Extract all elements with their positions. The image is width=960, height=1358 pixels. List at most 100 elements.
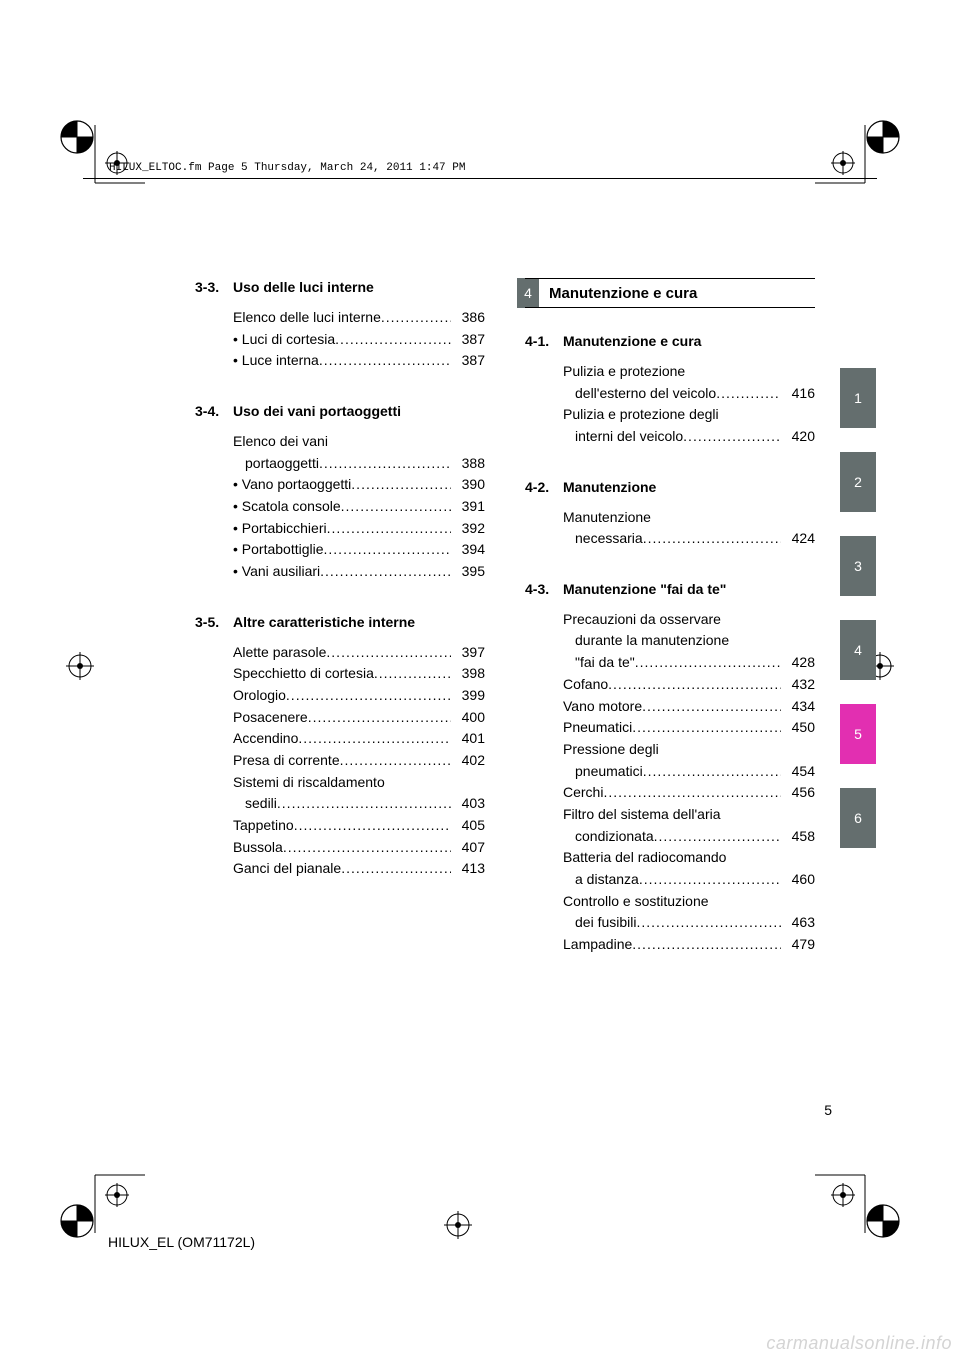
toc-entry-label: • Portabottiglie bbox=[233, 539, 324, 561]
toc-leader-dots bbox=[716, 383, 781, 405]
toc-entry: Cofano 432 bbox=[525, 674, 815, 696]
toc-entry-label: Accendino bbox=[233, 728, 298, 750]
toc-entry-label: necessaria bbox=[575, 528, 643, 550]
toc-entry: Presa di corrente402 bbox=[195, 750, 485, 772]
toc-entry-label: Presa di corrente bbox=[233, 750, 340, 772]
toc-entry-page: 460 bbox=[781, 869, 815, 891]
toc-leader-dots bbox=[286, 685, 451, 707]
toc-section-title: Uso dei vani portaoggetti bbox=[233, 402, 485, 421]
toc-entry-page: 398 bbox=[451, 663, 485, 685]
toc-entry: Posacenere 400 bbox=[195, 707, 485, 729]
toc-entry-label: Cerchi bbox=[563, 782, 603, 804]
toc-leader-dots bbox=[326, 642, 451, 664]
toc-leader-dots bbox=[320, 561, 451, 583]
toc-entry: • Vano portaoggetti390 bbox=[195, 474, 485, 496]
toc-entry: interni del veicolo 420 bbox=[525, 426, 815, 448]
toc-entry-label: portaoggetti bbox=[245, 453, 319, 475]
toc-entry-label: Controllo e sostituzione bbox=[563, 891, 709, 913]
reg-mark-bottom-mid bbox=[440, 1207, 476, 1243]
thumb-tab-1: 1 bbox=[840, 368, 876, 428]
toc-section-heading: 4-3.Manutenzione "fai da te" bbox=[525, 580, 815, 599]
toc-entry-label: Lampadine bbox=[563, 934, 632, 956]
toc-entry-page: 387 bbox=[451, 329, 485, 351]
toc-right-column: 4Manutenzione e cura4-1.Manutenzione e c… bbox=[525, 278, 815, 986]
toc-entry-page: 390 bbox=[451, 474, 485, 496]
toc-leader-dots bbox=[643, 528, 781, 550]
toc-entry-page: 395 bbox=[451, 561, 485, 583]
toc-entry-page: 400 bbox=[451, 707, 485, 729]
toc-entry-label: durante la manutenzione bbox=[575, 630, 729, 652]
toc-entry: Ganci del pianale413 bbox=[195, 858, 485, 880]
toc-entry: Accendino 401 bbox=[195, 728, 485, 750]
toc-entry: durante la manutenzione bbox=[525, 630, 815, 652]
toc-entry: Controllo e sostituzione bbox=[525, 891, 815, 913]
toc-section: 3-5.Altre caratteristiche interne Alette … bbox=[195, 613, 485, 880]
toc-leader-dots bbox=[327, 518, 451, 540]
toc-leader-dots bbox=[643, 761, 781, 783]
toc-entry: dell'esterno del veicolo 416 bbox=[525, 383, 815, 405]
toc-entry-page: 432 bbox=[781, 674, 815, 696]
toc-section: 3-4.Uso dei vani portaoggetti Elenco dei … bbox=[195, 402, 485, 583]
toc-section-number: 4-1. bbox=[525, 332, 563, 351]
toc-entry-page: 479 bbox=[781, 934, 815, 956]
toc-entry-label: a distanza bbox=[575, 869, 639, 891]
toc-entry: Tappetino405 bbox=[195, 815, 485, 837]
toc-entry-label: Precauzioni da osservare bbox=[563, 609, 721, 631]
file-path-header: HILUX_ELTOC.fm Page 5 Thursday, March 24… bbox=[109, 162, 465, 174]
toc-section: 3-3.Uso delle luci interneElenco delle l… bbox=[195, 278, 485, 372]
toc-entry-label: Manutenzione bbox=[563, 507, 651, 529]
toc-entry-page: 401 bbox=[451, 728, 485, 750]
toc-leader-dots bbox=[639, 869, 781, 891]
toc-entry: Precauzioni da osservare bbox=[525, 609, 815, 631]
toc-entry-label: pneumatici bbox=[575, 761, 643, 783]
toc-entry: a distanza 460 bbox=[525, 869, 815, 891]
toc-entry-label: Bussola bbox=[233, 837, 283, 859]
toc-entry-label: dell'esterno del veicolo bbox=[575, 383, 716, 405]
toc-entry-label: Alette parasole bbox=[233, 642, 326, 664]
chapter-number-box: 4 bbox=[517, 278, 539, 308]
toc-entry: Specchietto di cortesia398 bbox=[195, 663, 485, 685]
toc-leader-dots bbox=[308, 707, 451, 729]
imprint-code: HILUX_EL (OM71172L) bbox=[108, 1234, 255, 1250]
toc-entry-page: 399 bbox=[451, 685, 485, 707]
toc-section-number: 3-5. bbox=[195, 613, 233, 632]
toc-entry-label: Cofano bbox=[563, 674, 608, 696]
thumb-tabs: 123456 bbox=[840, 368, 876, 872]
reg-mark-left-mid bbox=[62, 648, 98, 684]
toc-section-heading: 4-2.Manutenzione bbox=[525, 478, 815, 497]
toc-entry-label: Posacenere bbox=[233, 707, 308, 729]
toc-entry: • Scatola console391 bbox=[195, 496, 485, 518]
toc-entry-label: interni del veicolo bbox=[575, 426, 683, 448]
toc-section-title: Manutenzione bbox=[563, 478, 815, 497]
toc-leader-dots bbox=[294, 815, 451, 837]
toc-entry-label: "fai da te" bbox=[575, 652, 635, 674]
toc-section-heading: 3-4.Uso dei vani portaoggetti bbox=[195, 402, 485, 421]
toc-leader-dots bbox=[603, 782, 781, 804]
toc-section-number: 4-2. bbox=[525, 478, 563, 497]
toc-section-title: Uso delle luci interne bbox=[233, 278, 485, 297]
toc-entry-page: 413 bbox=[451, 858, 485, 880]
toc-leader-dots bbox=[319, 453, 451, 475]
toc-leader-dots bbox=[635, 652, 781, 674]
toc-leader-dots bbox=[319, 350, 451, 372]
toc-entry: Lampadine 479 bbox=[525, 934, 815, 956]
reg-mark-top-left bbox=[55, 115, 145, 185]
toc-leader-dots bbox=[374, 663, 451, 685]
toc-entry-label: Batteria del radiocomando bbox=[563, 847, 726, 869]
toc-section-title: Altre caratteristiche interne bbox=[233, 613, 485, 632]
toc-entry-label: Vano motore bbox=[563, 696, 642, 718]
toc-entry-label: Orologio bbox=[233, 685, 286, 707]
toc-entry-page: 416 bbox=[781, 383, 815, 405]
chapter-title: Manutenzione e cura bbox=[539, 285, 697, 302]
toc-entry-label: Elenco dei vani bbox=[233, 431, 328, 453]
toc-entry-page: 403 bbox=[451, 793, 485, 815]
toc-entry-label: Elenco delle luci interne bbox=[233, 307, 381, 329]
toc-entry-page: 420 bbox=[781, 426, 815, 448]
toc-leader-dots bbox=[351, 474, 451, 496]
toc-leader-dots bbox=[277, 793, 451, 815]
toc-entry-label: Sistemi di riscaldamento bbox=[233, 772, 385, 794]
toc-leader-dots bbox=[636, 912, 781, 934]
toc-leader-dots bbox=[608, 674, 781, 696]
toc-entry: Alette parasole397 bbox=[195, 642, 485, 664]
toc-entry: Batteria del radiocomando bbox=[525, 847, 815, 869]
